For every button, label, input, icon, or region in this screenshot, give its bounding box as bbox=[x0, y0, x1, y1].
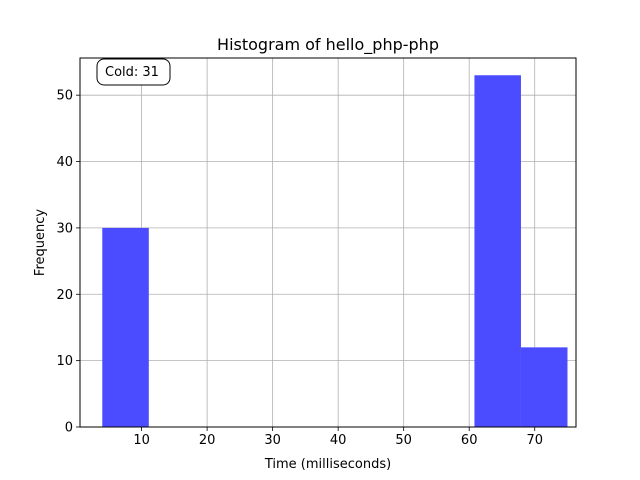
x-tick-label: 60 bbox=[461, 433, 478, 448]
annotation-text: Cold: 31 bbox=[105, 65, 159, 80]
histogram-bar bbox=[474, 75, 521, 427]
y-tick-label: 30 bbox=[56, 221, 73, 236]
annotation-box: Cold: 31 bbox=[96, 58, 171, 86]
x-tick-label: 70 bbox=[526, 433, 543, 448]
chart-title: Histogram of hello_php-php bbox=[217, 35, 439, 55]
x-tick-label: 40 bbox=[330, 433, 347, 448]
y-tick-label: 0 bbox=[65, 421, 73, 436]
histogram-bar bbox=[102, 227, 149, 427]
y-tick-label: 20 bbox=[56, 288, 73, 303]
x-axis-label: Time (milliseconds) bbox=[264, 457, 391, 472]
y-tick-label: 40 bbox=[56, 155, 73, 170]
x-tick-label: 30 bbox=[264, 433, 281, 448]
annotation-frame bbox=[96, 58, 171, 86]
x-tick-label: 50 bbox=[395, 433, 412, 448]
x-tick-label: 10 bbox=[133, 433, 150, 448]
ticks-layer: 10 20 30 40 50 60 70 0 10 20 30 40 50 bbox=[56, 89, 543, 448]
histogram-bar bbox=[520, 347, 568, 427]
x-tick-label: 20 bbox=[199, 433, 216, 448]
y-axis-label: Frequency bbox=[33, 209, 48, 276]
y-tick-label: 50 bbox=[56, 89, 73, 104]
y-tick-label: 10 bbox=[56, 354, 73, 369]
bars-layer bbox=[102, 75, 568, 427]
plot-area-frame bbox=[79, 57, 577, 428]
